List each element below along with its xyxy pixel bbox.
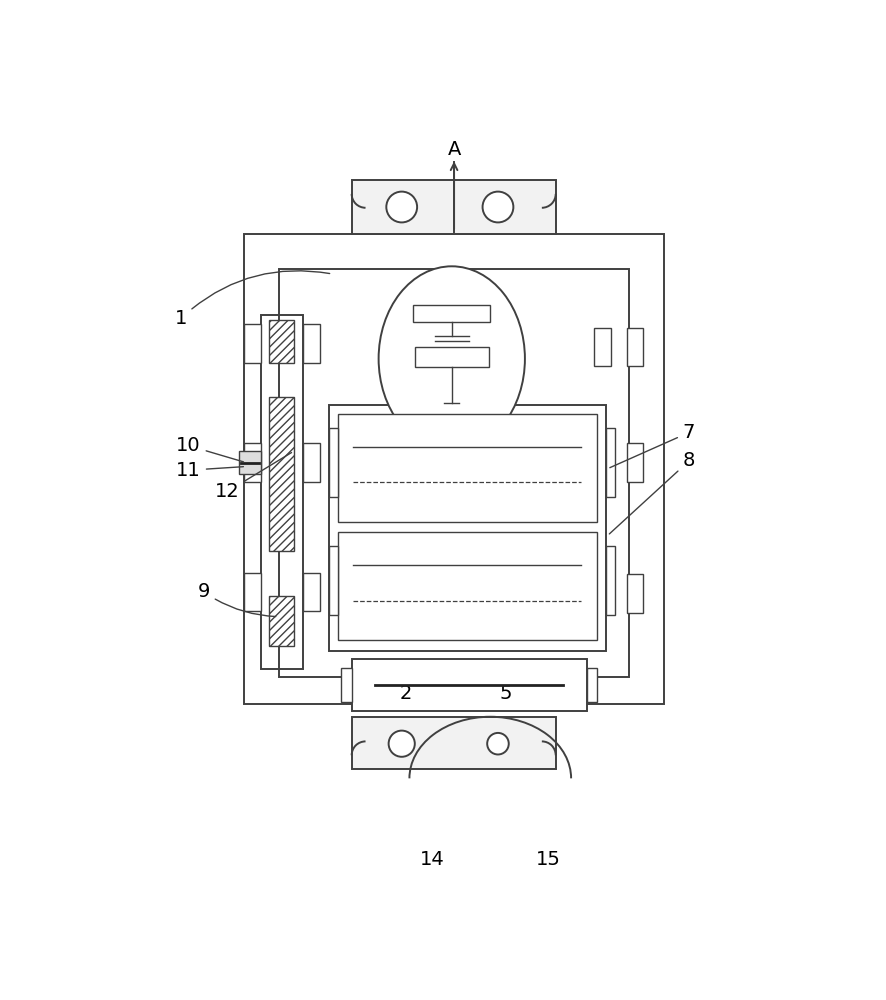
Bar (595, 574, 611, 613)
Bar (595, 443, 611, 482)
Bar (329, 405, 606, 651)
Bar (244, 234, 664, 704)
Bar (606, 546, 615, 615)
Text: A: A (447, 140, 461, 159)
Text: 1: 1 (175, 271, 330, 328)
Ellipse shape (378, 266, 525, 451)
Text: 15: 15 (535, 850, 561, 869)
Bar (352, 180, 556, 234)
Text: 7: 7 (610, 423, 696, 468)
Bar (415, 347, 489, 367)
Circle shape (487, 733, 509, 754)
Bar (269, 320, 294, 363)
Circle shape (483, 192, 513, 222)
Text: 8: 8 (610, 452, 696, 534)
Bar (269, 596, 294, 646)
Bar (626, 574, 643, 613)
Bar (352, 717, 556, 769)
Text: 11: 11 (176, 461, 244, 480)
Bar (329, 428, 338, 497)
Bar (338, 414, 596, 522)
Bar (595, 328, 611, 366)
Bar (341, 668, 352, 702)
Bar (587, 668, 597, 702)
Bar (244, 443, 260, 482)
Bar (626, 443, 643, 482)
Text: 2: 2 (400, 684, 412, 703)
Text: 14: 14 (420, 850, 445, 869)
Bar (303, 573, 320, 611)
Text: 9: 9 (198, 582, 276, 617)
Bar (352, 659, 587, 711)
Bar (413, 305, 490, 322)
Bar (626, 328, 643, 366)
Bar (329, 546, 338, 615)
Bar (303, 324, 320, 363)
Bar (303, 443, 320, 482)
Text: 5: 5 (500, 684, 512, 703)
Circle shape (389, 731, 415, 757)
Text: 12: 12 (214, 453, 291, 501)
Bar (244, 573, 260, 611)
Bar (338, 532, 596, 640)
Bar (278, 269, 629, 677)
Bar (239, 451, 260, 474)
Bar (606, 428, 615, 497)
Bar (260, 315, 303, 669)
Text: 10: 10 (176, 436, 244, 462)
Circle shape (386, 192, 417, 222)
Bar (244, 324, 260, 363)
Bar (269, 397, 294, 551)
